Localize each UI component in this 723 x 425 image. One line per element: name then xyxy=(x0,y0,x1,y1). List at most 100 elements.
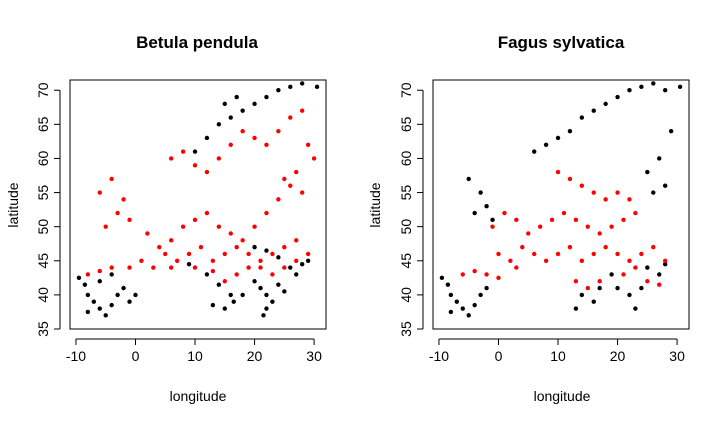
data-point-black xyxy=(651,190,656,195)
data-point-red xyxy=(573,279,579,284)
data-point-black xyxy=(627,292,632,298)
data-point-red xyxy=(573,217,579,223)
data-point-black xyxy=(579,115,585,120)
data-point-black xyxy=(305,258,311,263)
data-point-black xyxy=(478,190,483,195)
data-point-red xyxy=(603,197,608,202)
data-point-black xyxy=(478,292,483,298)
data-point-red xyxy=(567,244,573,250)
data-point-red xyxy=(549,217,555,223)
data-point-black xyxy=(228,292,233,298)
data-point-red xyxy=(240,238,245,243)
data-point-red xyxy=(639,251,644,257)
data-point-black xyxy=(314,84,320,90)
data-point-red xyxy=(555,169,561,175)
data-point-red xyxy=(585,285,590,291)
y-tick-label: 60 xyxy=(398,150,414,166)
data-point-black xyxy=(240,108,245,113)
data-point-red xyxy=(567,176,573,182)
data-point-red xyxy=(109,265,114,270)
chart-panel-betula: Betula pendula longitude latitude -10 0 10… xyxy=(5,33,327,404)
data-point-red xyxy=(192,265,198,270)
data-point-black xyxy=(454,299,460,304)
data-point-black xyxy=(615,94,620,100)
data-point-red xyxy=(252,224,257,229)
data-point-black xyxy=(639,285,644,291)
data-point-red xyxy=(115,210,120,216)
data-point-red xyxy=(258,265,263,270)
data-point-red xyxy=(192,163,198,168)
data-point-black xyxy=(85,292,91,298)
data-point-black xyxy=(627,88,632,93)
data-point-black xyxy=(603,101,608,107)
data-point-red xyxy=(579,258,585,263)
data-point-black xyxy=(288,84,293,90)
data-point-black xyxy=(204,272,210,277)
data-point-red xyxy=(561,210,567,216)
y-axis-label-betula: latitude xyxy=(5,182,21,227)
data-point-red xyxy=(514,217,519,223)
data-point-black xyxy=(91,299,97,304)
data-point-red xyxy=(145,231,150,236)
data-point-black xyxy=(597,285,602,291)
data-point-black xyxy=(490,217,495,223)
y-tick-label: 45 xyxy=(398,253,414,269)
data-point-black xyxy=(109,302,114,308)
data-point-black xyxy=(609,272,614,277)
x-tick-label: 30 xyxy=(306,348,322,364)
data-point-red xyxy=(615,190,620,195)
data-point-red xyxy=(157,244,162,250)
y-tick-label: 35 xyxy=(398,321,414,337)
data-point-black xyxy=(127,299,132,304)
data-point-red xyxy=(532,251,537,257)
data-point-black xyxy=(532,149,537,154)
data-point-red xyxy=(514,265,519,270)
y-tick-label: 40 xyxy=(398,287,414,303)
data-point-red xyxy=(508,258,513,263)
data-point-black xyxy=(299,81,305,86)
data-point-red xyxy=(127,265,132,270)
data-point-red xyxy=(204,169,210,175)
data-point-red xyxy=(597,231,602,236)
data-point-black xyxy=(252,244,257,250)
data-point-red xyxy=(526,231,531,236)
plot-frame-betula xyxy=(69,79,327,330)
data-point-black xyxy=(662,88,668,93)
x-tick-label: 20 xyxy=(247,348,263,364)
data-point-red xyxy=(288,115,293,120)
data-point-black xyxy=(231,299,236,304)
data-point-black xyxy=(294,272,299,277)
data-point-black xyxy=(82,282,88,287)
data-point-black xyxy=(133,292,138,298)
data-point-red xyxy=(627,258,632,263)
data-point-black xyxy=(276,255,281,260)
data-point-black xyxy=(439,275,445,281)
data-point-black xyxy=(668,128,674,134)
data-point-black xyxy=(115,292,120,298)
data-point-red xyxy=(294,169,299,175)
data-point-red xyxy=(222,279,227,284)
x-tick-label: 10 xyxy=(550,348,566,364)
data-point-red xyxy=(264,142,269,148)
data-point-black xyxy=(270,299,275,304)
data-point-red xyxy=(234,244,239,250)
data-point-black xyxy=(657,156,662,161)
data-point-red xyxy=(633,210,638,216)
data-point-red xyxy=(555,251,561,257)
data-point-black xyxy=(258,285,263,291)
data-point-black xyxy=(264,292,269,298)
data-point-black xyxy=(472,210,477,216)
data-point-red xyxy=(246,251,251,257)
data-point-black xyxy=(615,285,620,291)
data-point-black xyxy=(567,128,573,134)
data-point-red xyxy=(139,258,144,263)
data-point-red xyxy=(186,251,192,257)
y-tick-label: 45 xyxy=(35,253,51,269)
data-point-black xyxy=(591,299,596,304)
data-point-red xyxy=(228,231,233,236)
data-point-red xyxy=(276,128,281,134)
data-point-black xyxy=(466,176,471,182)
data-point-red xyxy=(282,244,287,250)
data-point-black xyxy=(109,272,114,277)
